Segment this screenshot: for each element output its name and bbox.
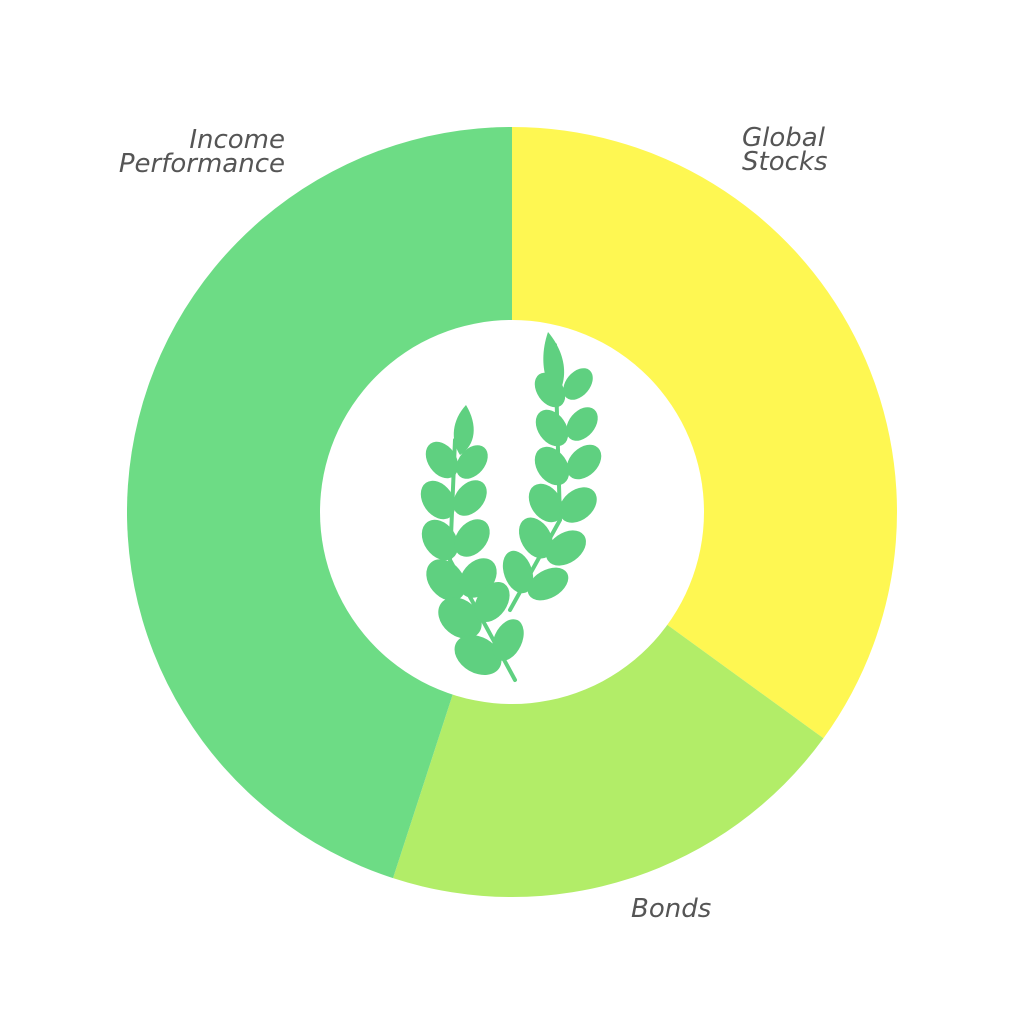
- slice-label-bonds: Bonds: [631, 894, 711, 924]
- pie-slice-income-performance: [126, 127, 512, 879]
- slice-label-global-stocks: Global Stocks: [742, 123, 828, 177]
- slice-labels: Global Stocks Bonds Income Performance: [119, 123, 828, 924]
- donut-hole: [320, 320, 704, 704]
- pie-slice-global-stocks: [512, 127, 898, 739]
- wheat-sprig-icon: [420, 332, 602, 682]
- donut-slices: [126, 127, 898, 898]
- slice-label-income-performance: Income Performance: [119, 125, 285, 179]
